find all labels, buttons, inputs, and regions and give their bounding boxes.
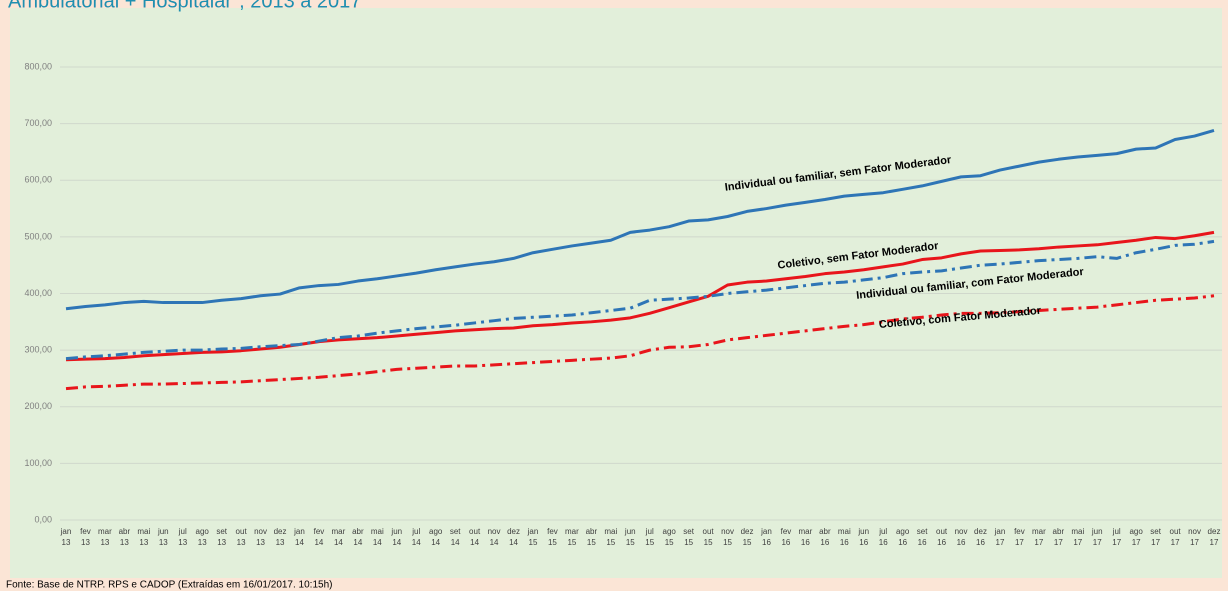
x-tick-label: nov 14	[488, 527, 501, 547]
x-tick-label: mai 17	[1071, 527, 1084, 547]
x-tick-label: jan 15	[527, 527, 539, 547]
x-tick-label: fev 15	[547, 527, 558, 547]
source-note: Fonte: Base de NTRP. RPS e CADOP (Extraí…	[6, 580, 332, 591]
x-tick-label: jan 13	[60, 527, 72, 547]
x-tick-label: set 14	[450, 527, 461, 547]
series-line	[65, 128, 1215, 311]
x-tick-label: dez 16	[974, 527, 987, 547]
x-tick-label: jun 17	[1091, 527, 1103, 547]
x-tick-label: jan 14	[293, 527, 305, 547]
x-tick-label: ago 17	[1129, 527, 1143, 547]
x-tick-label: set 17	[1150, 527, 1161, 547]
x-tick-label: jun 13	[157, 527, 169, 547]
y-tick-label: 700,00	[24, 118, 52, 128]
x-tick-label: fev 16	[781, 527, 792, 547]
x-tick-label: mai 16	[838, 527, 851, 547]
x-tick-label: jul 16	[878, 527, 888, 547]
x-tick-label: dez 15	[741, 527, 754, 547]
series-line	[65, 294, 1215, 391]
x-tick-label: jan 17	[994, 527, 1006, 547]
y-tick-label: 600,00	[24, 175, 52, 185]
x-tick-label: set 13	[216, 527, 227, 547]
x-tick-label: fev 13	[80, 527, 91, 547]
x-tick-label: ago 13	[196, 527, 210, 547]
y-tick-label: 800,00	[24, 61, 52, 71]
x-tick-label: out 16	[936, 527, 948, 547]
x-tick-label: abr 13	[119, 527, 131, 547]
x-tick-label: jan 16	[760, 527, 772, 547]
x-tick-label: set 16	[917, 527, 928, 547]
x-tick-label: mai 15	[604, 527, 617, 547]
x-tick-label: dez 13	[274, 527, 287, 547]
x-tick-label: fev 17	[1014, 527, 1025, 547]
x-tick-label: mai 13	[137, 527, 150, 547]
x-tick-label: jul 15	[645, 527, 655, 547]
series-line	[65, 230, 1215, 362]
x-tick-label: mar 17	[1032, 527, 1046, 547]
x-tick-label: nov 15	[721, 527, 734, 547]
x-tick-label: ago 16	[896, 527, 910, 547]
x-tick-label: abr 14	[352, 527, 364, 547]
x-tick-label: jul 17	[1112, 527, 1122, 547]
x-tick-label: jun 15	[624, 527, 636, 547]
x-tick-label: ago 14	[429, 527, 443, 547]
x-tick-label: jul 14	[411, 527, 421, 547]
x-tick-label: jun 14	[390, 527, 402, 547]
x-tick-label: jul 13	[178, 527, 188, 547]
x-tick-label: ago 15	[663, 527, 677, 547]
x-tick-label: nov 16	[955, 527, 968, 547]
y-tick-label: 400,00	[24, 288, 52, 298]
x-tick-label: mar 15	[565, 527, 579, 547]
x-tick-label: mar 13	[98, 527, 112, 547]
x-tick-label: mar 14	[332, 527, 346, 547]
x-tick-label: out 15	[703, 527, 715, 547]
x-tick-label: mai 14	[371, 527, 384, 547]
x-tick-label: nov 13	[254, 527, 267, 547]
series-line	[65, 239, 1215, 361]
y-tick-label: 300,00	[24, 345, 52, 355]
y-tick-label: 100,00	[24, 458, 52, 468]
y-tick-label: 0,00	[34, 514, 52, 524]
x-tick-label: out 14	[469, 527, 481, 547]
x-tick-label: mar 16	[798, 527, 812, 547]
x-tick-label: jun 16	[857, 527, 869, 547]
x-tick-label: abr 16	[819, 527, 831, 547]
x-tick-label: nov 17	[1188, 527, 1201, 547]
x-tick-label: out 17	[1170, 527, 1182, 547]
chart-title: Ambulatorial + Hospitalar", 2013 a 2017	[8, 0, 361, 12]
y-tick-label: 200,00	[24, 401, 52, 411]
x-tick-label: dez 14	[507, 527, 520, 547]
x-tick-label: fev 14	[314, 527, 325, 547]
x-tick-label: set 15	[683, 527, 694, 547]
x-tick-label: abr 15	[586, 527, 598, 547]
x-tick-label: dez 17	[1208, 527, 1221, 547]
x-tick-label: abr 17	[1053, 527, 1065, 547]
x-tick-label: out 13	[236, 527, 248, 547]
y-tick-label: 500,00	[24, 231, 52, 241]
